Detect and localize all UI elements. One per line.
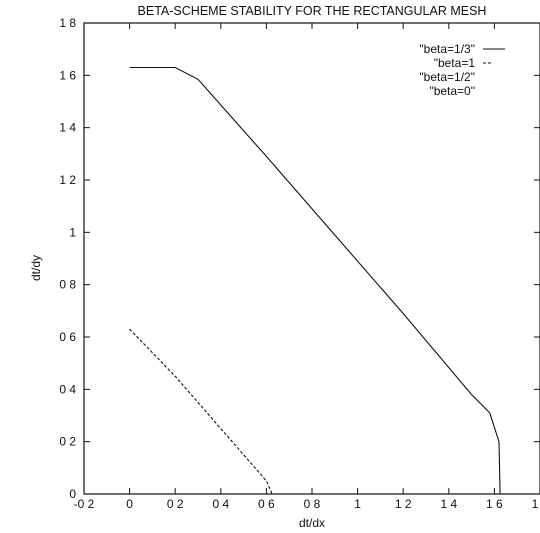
legend-label: "beta=0"	[429, 84, 475, 98]
y-tick-label: 0 4	[59, 382, 76, 396]
y-tick-label: 1	[69, 225, 76, 239]
y-axis-label: dt/dy	[29, 255, 43, 281]
y-tick-label: 1 4	[59, 121, 76, 135]
x-tick-label: 0 6	[258, 497, 275, 511]
legend: "beta=1/3""beta=1"beta=1/2""beta=0"	[419, 42, 505, 98]
axis-ticks: -0 200 20 40 60 811 21 41 61 800 20 40 6…	[59, 16, 540, 511]
legend-label: "beta=1/3"	[419, 42, 475, 56]
x-tick-label: 0	[126, 497, 133, 511]
y-tick-label: 0	[69, 487, 76, 501]
series-line-1	[129, 328, 273, 495]
y-tick-label: 0 6	[59, 330, 76, 344]
x-axis-label: dt/dx	[299, 516, 325, 530]
x-tick-label: 1	[354, 497, 361, 511]
x-tick-label: 0 4	[212, 497, 229, 511]
y-tick-label: 1 6	[59, 68, 76, 82]
x-tick-label: -0 2	[74, 497, 95, 511]
x-tick-label: 0 8	[304, 497, 321, 511]
chart-title: BETA-SCHEME STABILITY FOR THE RECTANGULA…	[138, 4, 487, 18]
y-tick-label: 1 2	[59, 173, 76, 187]
x-tick-label: 1 6	[486, 497, 503, 511]
x-tick-label: 1 8	[532, 497, 540, 511]
y-tick-label: 0 2	[59, 435, 76, 449]
y-tick-label: 0 8	[59, 278, 76, 292]
series-lines	[129, 66, 501, 495]
x-tick-label: 1 4	[440, 497, 457, 511]
legend-label: "beta=1	[434, 56, 476, 70]
y-tick-label: 1 8	[59, 16, 76, 30]
legend-label: "beta=1/2"	[419, 70, 475, 84]
x-tick-label: 0 2	[167, 497, 184, 511]
series-line-0	[129, 66, 501, 495]
x-tick-label: 1 2	[395, 497, 412, 511]
